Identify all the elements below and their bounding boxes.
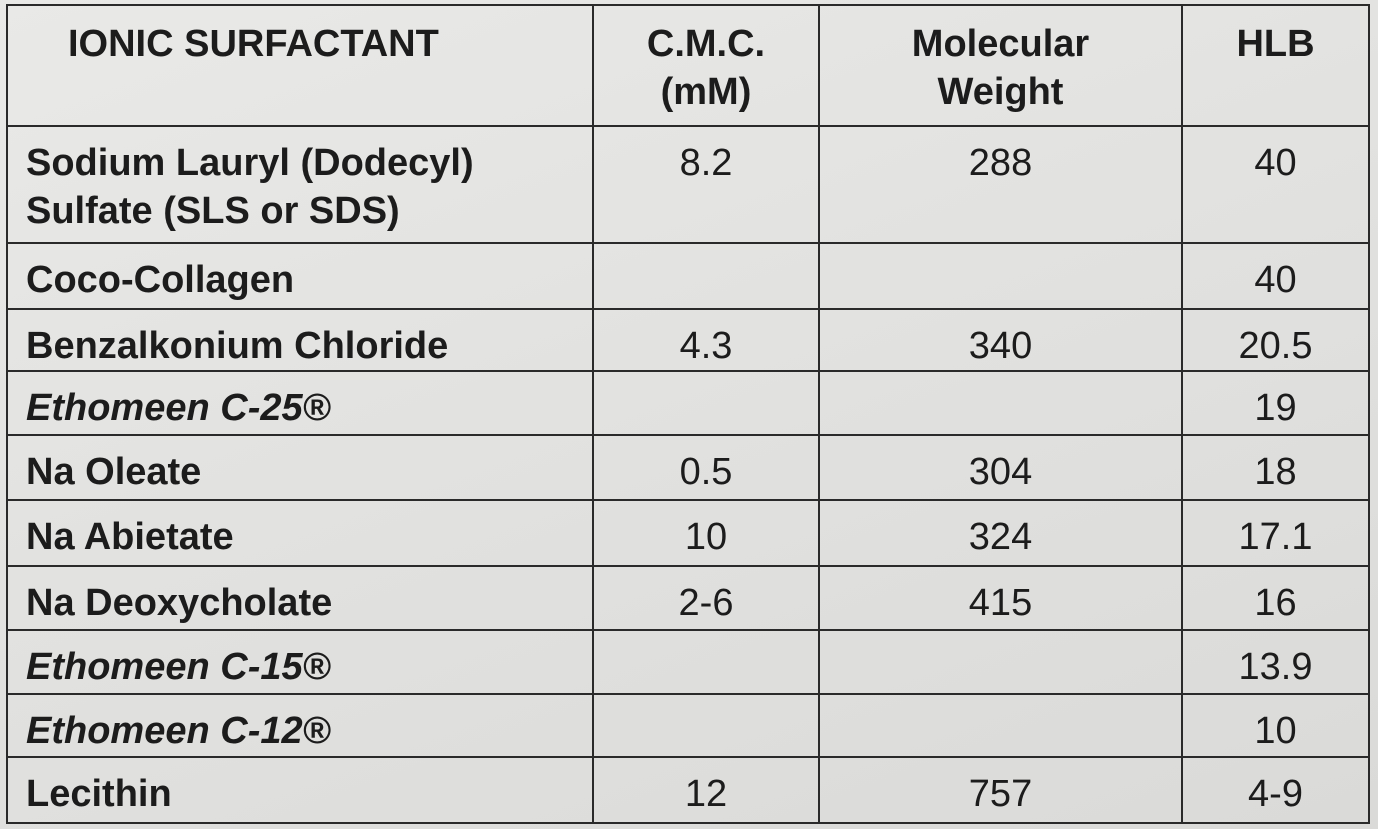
molecular-weight-cell: 415 <box>818 564 1183 632</box>
surfactant-name-cell: Benzalkonium Chloride <box>6 307 594 373</box>
cmc-cell <box>592 693 820 758</box>
header-molecular-weight: Molecular Weight <box>818 4 1183 127</box>
table-row: Na Oleate 0.5 304 18 <box>6 434 1370 501</box>
cmc-cell: 0.5 <box>592 434 820 501</box>
table-row: Sodium Lauryl (Dodecyl) Sulfate (SLS or … <box>6 125 1370 244</box>
hlb-cell: 20.5 <box>1181 307 1370 373</box>
table-row: Benzalkonium Chloride 4.3 340 20.5 <box>6 307 1370 373</box>
table-row: Na Deoxycholate 2-6 415 16 <box>6 564 1370 632</box>
table-row: Lecithin 12 757 4-9 <box>6 755 1370 825</box>
surfactant-name-cell: Na Oleate <box>6 434 594 501</box>
cmc-cell <box>592 370 820 437</box>
hlb-cell: 10 <box>1181 693 1370 758</box>
hlb-cell: 40 <box>1181 241 1370 310</box>
surfactant-name-cell: Sodium Lauryl (Dodecyl) Sulfate (SLS or … <box>6 125 594 244</box>
molecular-weight-cell: 324 <box>818 498 1183 567</box>
table-row: Na Abietate 10 324 17.1 <box>6 498 1370 567</box>
molecular-weight-cell: 288 <box>818 125 1183 244</box>
molecular-weight-cell: 757 <box>818 755 1183 825</box>
surfactant-name-cell: Ethomeen C-25® <box>6 370 594 437</box>
hlb-cell: 17.1 <box>1181 498 1370 567</box>
table-row: Coco-Collagen 40 <box>6 241 1370 310</box>
surfactant-name-cell: Ethomeen C-12® <box>6 693 594 758</box>
header-surfactant: IONIC SURFACTANT <box>6 4 594 127</box>
molecular-weight-cell <box>818 693 1183 758</box>
table-row: Ethomeen C-25® 19 <box>6 370 1370 437</box>
molecular-weight-cell <box>818 370 1183 437</box>
molecular-weight-cell <box>818 241 1183 310</box>
surfactant-name-cell: Lecithin <box>6 755 594 825</box>
cmc-cell: 12 <box>592 755 820 825</box>
cmc-cell: 2-6 <box>592 564 820 632</box>
hlb-cell: 13.9 <box>1181 629 1370 696</box>
cmc-cell: 10 <box>592 498 820 567</box>
cmc-cell: 4.3 <box>592 307 820 373</box>
hlb-cell: 40 <box>1181 125 1370 244</box>
header-cmc: C.M.C. (mM) <box>592 4 820 127</box>
hlb-cell: 4-9 <box>1181 755 1370 825</box>
surfactant-name-cell: Coco-Collagen <box>6 241 594 310</box>
molecular-weight-cell <box>818 629 1183 696</box>
cmc-cell: 8.2 <box>592 125 820 244</box>
molecular-weight-cell: 304 <box>818 434 1183 501</box>
hlb-cell: 18 <box>1181 434 1370 501</box>
molecular-weight-cell: 340 <box>818 307 1183 373</box>
surfactant-table: IONIC SURFACTANT C.M.C. (mM) Molecular W… <box>6 4 1370 825</box>
header-hlb: HLB <box>1181 4 1370 127</box>
hlb-cell: 16 <box>1181 564 1370 632</box>
table-row: Ethomeen C-15® 13.9 <box>6 629 1370 696</box>
table-row: Ethomeen C-12® 10 <box>6 693 1370 758</box>
header-row: IONIC SURFACTANT C.M.C. (mM) Molecular W… <box>6 4 1370 127</box>
hlb-cell: 19 <box>1181 370 1370 437</box>
surfactant-name-cell: Ethomeen C-15® <box>6 629 594 696</box>
surfactant-name-cell: Na Deoxycholate <box>6 564 594 632</box>
cmc-cell <box>592 629 820 696</box>
surfactant-name-cell: Na Abietate <box>6 498 594 567</box>
cmc-cell <box>592 241 820 310</box>
